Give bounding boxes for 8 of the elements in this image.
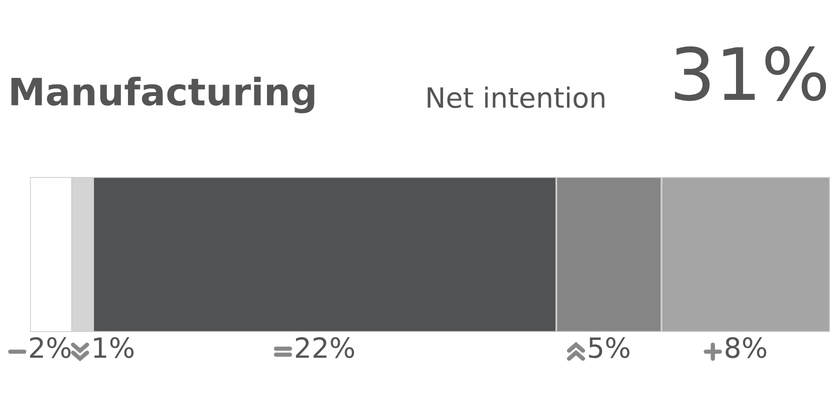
text: 31% [674,46,826,101]
chart-subtitle: Net intention [428,86,604,108]
data-label: 2% [30,337,71,358]
data-label: 8% [726,337,766,358]
data-label: 22% [296,337,354,358]
data-label: 1% [94,337,134,358]
data-label: 5% [589,337,630,358]
chart-title: Manufacturing [11,76,314,114]
